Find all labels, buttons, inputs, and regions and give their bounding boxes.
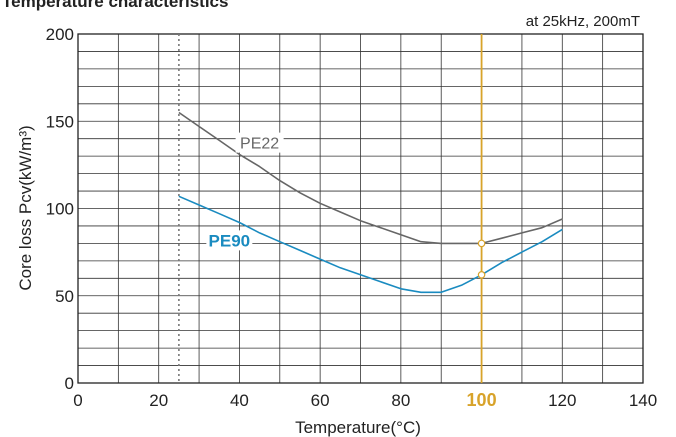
grid: [77, 33, 644, 384]
x-tick-label: 140: [629, 391, 657, 410]
series-label-bg: [206, 230, 253, 251]
x-tick-label: 120: [548, 391, 576, 410]
series-label-pe90: PE90: [209, 231, 251, 250]
x-tick-label: 40: [230, 391, 249, 410]
y-tick-label: 0: [65, 374, 74, 393]
x-tick-label: 60: [311, 391, 330, 410]
y-tick-label: 200: [46, 25, 74, 44]
y-tick-label: 100: [46, 200, 74, 219]
x-tick-label: 100: [467, 390, 497, 410]
x-axis-label: Temperature(°C): [295, 418, 421, 437]
x-tick-label: 80: [391, 391, 410, 410]
series-line-pe90: [178, 195, 563, 294]
y-axis-label: Core loss Pcv(kW/m³): [16, 125, 35, 290]
chart-title: Temperature characteristics: [2, 0, 228, 11]
plot-frame: [77, 33, 644, 384]
chart-condition: at 25kHz, 200mT: [526, 13, 640, 30]
y-tick-label: 50: [55, 287, 74, 306]
marker-point: [477, 239, 486, 248]
series-line-pe22: [178, 111, 563, 245]
y-tick-label: 150: [46, 112, 74, 131]
x-tick-label: 20: [149, 391, 168, 410]
x-tick-label: 0: [73, 391, 82, 410]
series-label-bg: [235, 132, 284, 153]
series-label-pe22: PE22: [240, 136, 279, 153]
marker-point: [477, 271, 486, 279]
